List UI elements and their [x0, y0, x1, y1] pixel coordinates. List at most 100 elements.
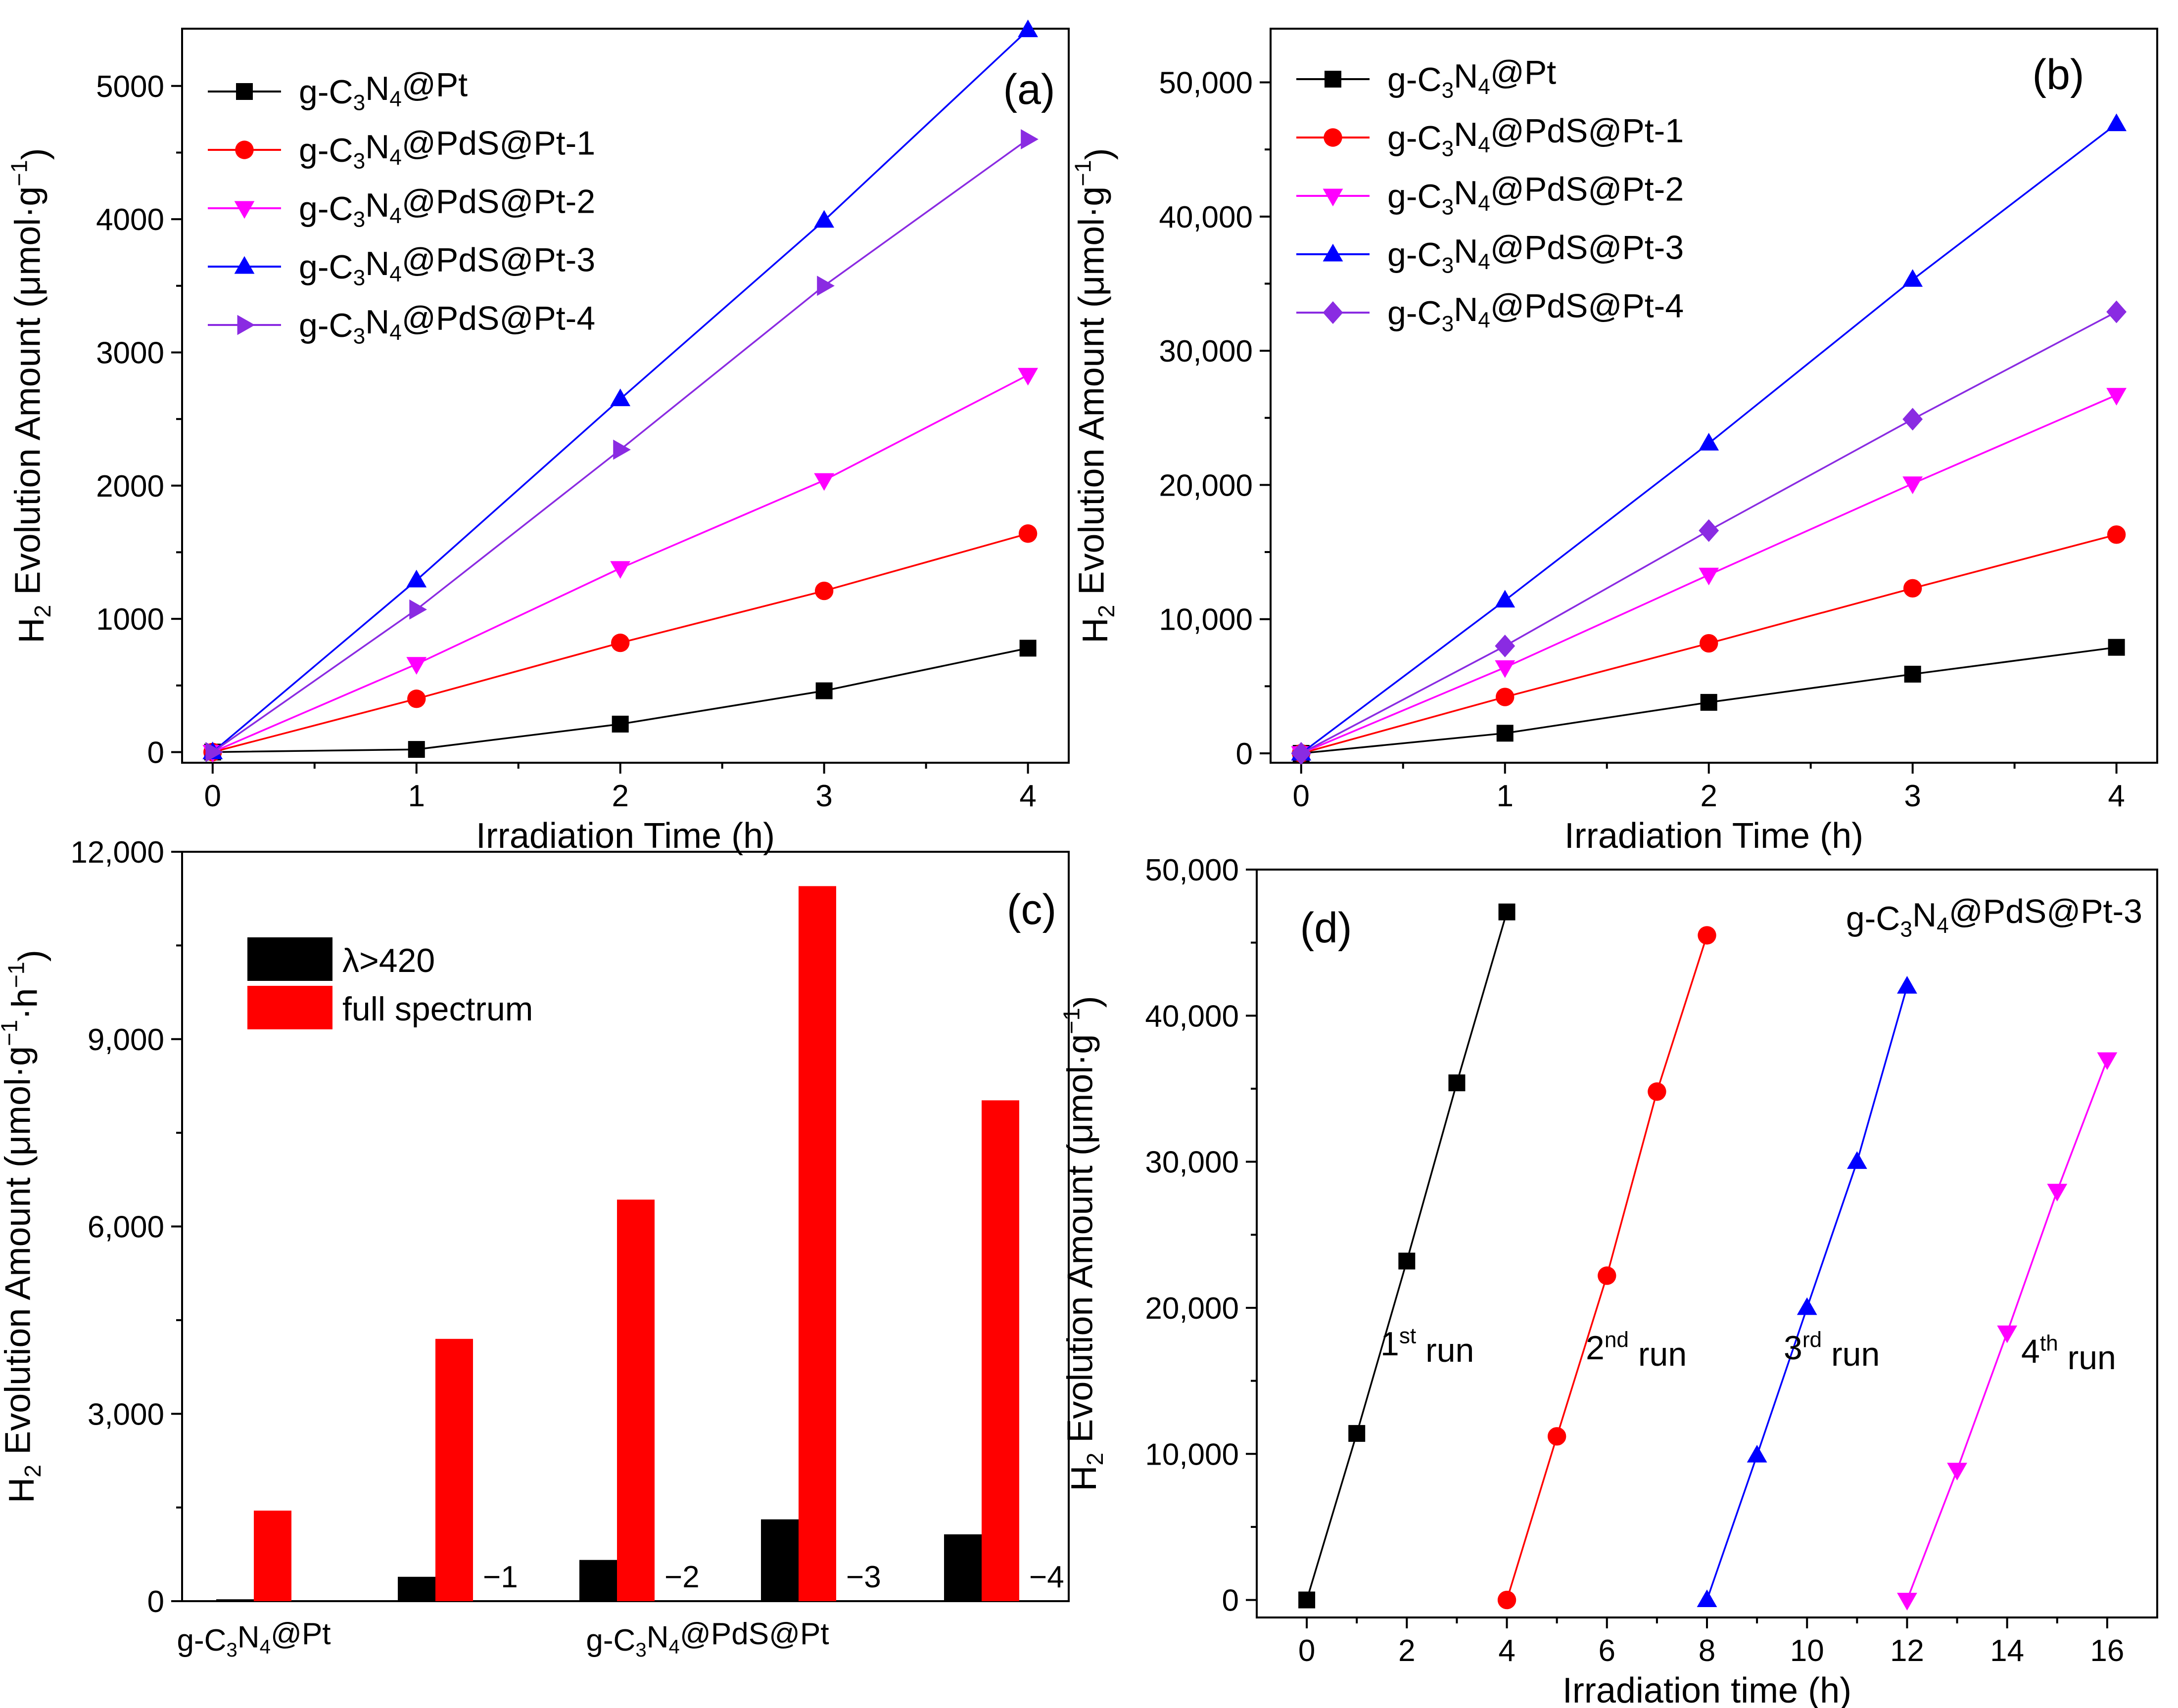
data-point — [1797, 1297, 1817, 1315]
y-tick-label: 10,000 — [1159, 603, 1253, 637]
subscript: 4 — [389, 87, 402, 111]
y-tick-label: 10,000 — [1145, 1437, 1239, 1472]
legend-label: full spectrum — [342, 990, 533, 1028]
superscript: −1 — [6, 160, 32, 186]
legend-marker — [234, 201, 255, 219]
text-span: N — [1912, 896, 1937, 934]
y-tick-label: 30,000 — [1145, 1146, 1239, 1180]
data-point — [1902, 269, 1923, 287]
subscript: 3 — [1442, 137, 1454, 161]
chart-title: g-C3​N4​@PdS@Pt-3 — [1846, 893, 2142, 942]
superscript: th — [2040, 1332, 2058, 1356]
group-label: g-C3​N4​@PdS@Pt — [586, 1617, 829, 1661]
text-span: Evolution Amount (μmol·g — [1060, 1034, 1100, 1453]
data-point — [1902, 408, 1923, 431]
y-tick-label: 9,000 — [88, 1023, 164, 1057]
bar-visible-light — [761, 1519, 799, 1601]
x-tick-label: 14 — [1990, 1634, 2024, 1668]
text-span: N — [1454, 291, 1478, 328]
text-span: Evolution Amount (μmol·g — [1072, 186, 1111, 605]
group-label: g-C3​N4​@Pt — [177, 1617, 331, 1661]
data-point — [611, 633, 630, 652]
text-span: ) — [15, 148, 54, 160]
text-span: H — [12, 618, 51, 644]
legend-label: g-C3​N4​@Pt — [1387, 54, 1556, 103]
subscript: 3 — [635, 1639, 646, 1661]
legend-label: λ>420 — [342, 942, 435, 979]
text-span: run — [1822, 1336, 1880, 1373]
data-point — [1398, 1252, 1416, 1270]
legend-marker — [1323, 188, 1343, 207]
data-point — [1903, 579, 1922, 598]
bar-visible-light — [579, 1560, 617, 1601]
data-point — [1747, 1444, 1767, 1463]
subscript: 4 — [1478, 75, 1490, 99]
subscript: 3 — [1442, 78, 1454, 102]
y-tick-label: 50,000 — [1159, 66, 1253, 100]
text-span: N — [1454, 174, 1478, 212]
data-point — [1291, 742, 1312, 765]
x-tick-label: 2 — [612, 779, 628, 813]
legend-marker — [234, 256, 255, 274]
text-span: @PdS@Pt-1 — [1490, 112, 1684, 150]
panel-label: (b) — [2032, 51, 2084, 98]
data-point — [815, 682, 833, 699]
y-tick-label: 50,000 — [1145, 853, 1239, 887]
text-span: @PdS@Pt-4 — [402, 300, 595, 337]
bar-full-spectrum — [799, 886, 836, 1601]
y-tick-label: 4000 — [96, 203, 164, 237]
text-span: @PdS@Pt-3 — [402, 241, 595, 279]
text-span: ·h — [5, 988, 45, 1020]
subscript: 3 — [353, 207, 366, 231]
text-span: g-C — [1387, 294, 1442, 332]
data-point — [1298, 1591, 1316, 1609]
legend-marker — [235, 140, 254, 159]
data-point — [1018, 524, 1038, 543]
bar-full-spectrum — [617, 1200, 655, 1601]
text-span: @Pt — [1490, 54, 1556, 92]
subscript: 3 — [226, 1639, 237, 1661]
data-point — [1495, 635, 1515, 657]
y-tick-label: 30,000 — [1159, 334, 1253, 369]
data-point — [1348, 1425, 1366, 1442]
subscript: 4 — [1478, 191, 1490, 216]
bar-full-spectrum — [435, 1339, 473, 1601]
data-point — [1698, 926, 1716, 945]
data-point — [814, 210, 835, 228]
y-tick-label: 3,000 — [88, 1397, 164, 1431]
data-point — [610, 561, 631, 579]
run-annotation: 2nd​ run — [1586, 1328, 1687, 1373]
x-tick-label: 8 — [1699, 1634, 1715, 1668]
legend-marker — [1323, 243, 1343, 262]
text-span: H — [2, 1477, 42, 1503]
text-span: @PdS@Pt-3 — [1949, 893, 2142, 930]
data-point — [1947, 1463, 1967, 1480]
y-axis-label: H2​ Evolution Amount (μmol·g−1​) — [1059, 996, 1108, 1491]
legend-marker — [1323, 301, 1343, 324]
subscript: 4 — [260, 1636, 271, 1658]
text-span: ) — [12, 950, 51, 962]
panel-label: (c) — [1007, 886, 1056, 933]
subscript: 4 — [389, 204, 402, 228]
text-span: g-C — [1387, 178, 1442, 215]
x-axis-label: Irradiation Time (h) — [476, 816, 775, 856]
run-annotation: 1st​ run — [1380, 1324, 1474, 1369]
superscript: st — [1399, 1324, 1416, 1348]
text-span: N — [237, 1620, 260, 1654]
bar-visible-light — [944, 1534, 982, 1601]
data-point — [1598, 1266, 1616, 1285]
legend-label: g-C3​N4​@PdS@Pt-1 — [299, 125, 595, 174]
bar-category-label: −2 — [664, 1560, 700, 1594]
x-tick-label: 4 — [1019, 779, 1036, 813]
data-point — [1018, 368, 1039, 386]
text-span: g-C — [299, 307, 353, 344]
text-span: g-C — [1387, 61, 1442, 98]
data-point — [2107, 525, 2126, 544]
panel-d-chart: 0 2 4 6 8 10 12 14 16010,00020,00030,00040,00050… — [1059, 853, 2158, 1708]
text-span: g-C — [299, 73, 353, 111]
x-axis-label: Irradiation time (h) — [1562, 1671, 1851, 1708]
subscript: 2 — [1093, 605, 1119, 618]
data-point — [814, 473, 835, 491]
y-tick-label: 2000 — [96, 469, 164, 504]
